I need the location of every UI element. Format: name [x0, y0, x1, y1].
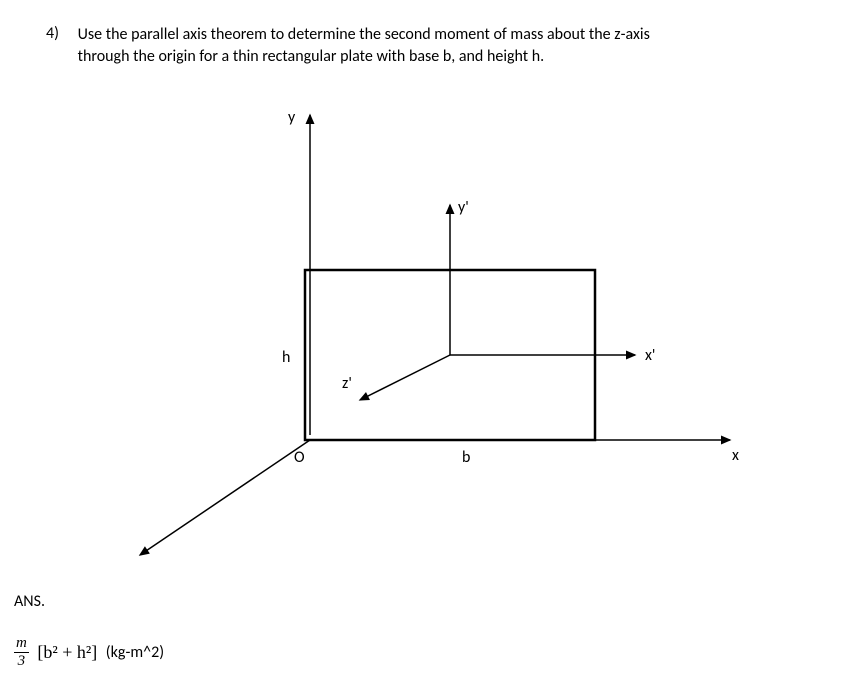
axis-z [140, 440, 310, 555]
label-x-prime: x' [645, 346, 655, 365]
diagram-figure: y x z y' x' z' O b h [110, 100, 750, 560]
label-y-prime: y' [458, 198, 469, 217]
label-y: y [288, 108, 296, 127]
question-line2: through the origin for a thin rectangula… [78, 47, 545, 66]
label-x: x [732, 446, 739, 465]
answer-formula: m 3 [b² + h²] (kg-m^2) [14, 636, 164, 669]
label-origin: O [294, 448, 305, 467]
question-text: Use the parallel axis theorem to determi… [78, 24, 818, 69]
label-base: b [462, 448, 470, 467]
axis-z-prime [360, 355, 450, 400]
fraction: m 3 [14, 636, 29, 669]
label-z-prime: z' [342, 374, 352, 393]
units: (kg-m^2) [106, 643, 164, 662]
question-number: 4) [46, 24, 74, 43]
label-height: h [282, 348, 290, 367]
answer-label: ANS. [14, 592, 45, 611]
question-line1: Use the parallel axis theorem to determi… [78, 25, 650, 44]
question-block: 4) Use the parallel axis theorem to dete… [46, 24, 826, 69]
fraction-numerator: m [14, 636, 29, 653]
bracket-expression: [b² + h²] [37, 642, 97, 663]
fraction-denominator: 3 [14, 653, 29, 669]
